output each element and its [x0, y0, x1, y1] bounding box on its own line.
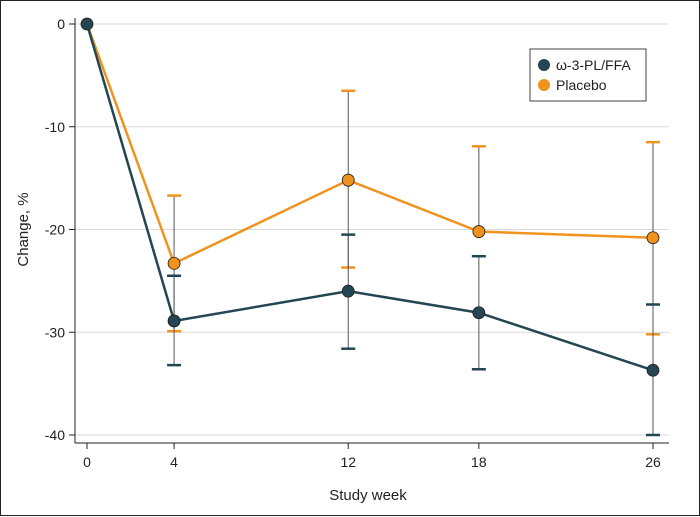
y-tick-label: -20	[45, 222, 65, 238]
y-tick-label: -40	[45, 427, 65, 443]
x-tick-label: 4	[170, 454, 178, 470]
legend-label-1: Placebo	[556, 77, 607, 93]
omega-point	[80, 17, 94, 31]
placebo-point	[472, 225, 486, 238]
axes-layer: 0 -10 -20 -30 -40 0 4 12 18 26 Study week Change, %	[15, 16, 669, 504]
y-tick-label: -30	[45, 324, 65, 340]
x-tick-label: 18	[471, 454, 487, 470]
omega-point	[167, 314, 181, 328]
y-tick-label: -10	[45, 119, 65, 135]
legend-label-0: ω-3-PL/FFA	[556, 57, 631, 73]
y-tick-label: 0	[57, 16, 65, 32]
legend-marker-0	[538, 59, 550, 71]
x-tick-label: 0	[83, 454, 91, 470]
x-tick-label: 12	[340, 454, 356, 470]
legend-box	[529, 48, 647, 102]
omega-point	[472, 306, 486, 320]
y-axis-title: Change, %	[15, 192, 32, 266]
series-layer	[80, 17, 660, 437]
placebo-point	[646, 231, 660, 245]
legend-marker-1	[538, 79, 550, 91]
omega-point	[646, 363, 660, 377]
placebo-point	[167, 257, 181, 270]
placebo-point	[341, 173, 355, 187]
x-tick-label: 26	[645, 454, 661, 470]
omega-point	[341, 284, 355, 298]
legend: ω-3-PL/FFA Placebo	[529, 48, 647, 102]
x-axis-title: Study week	[329, 487, 407, 504]
